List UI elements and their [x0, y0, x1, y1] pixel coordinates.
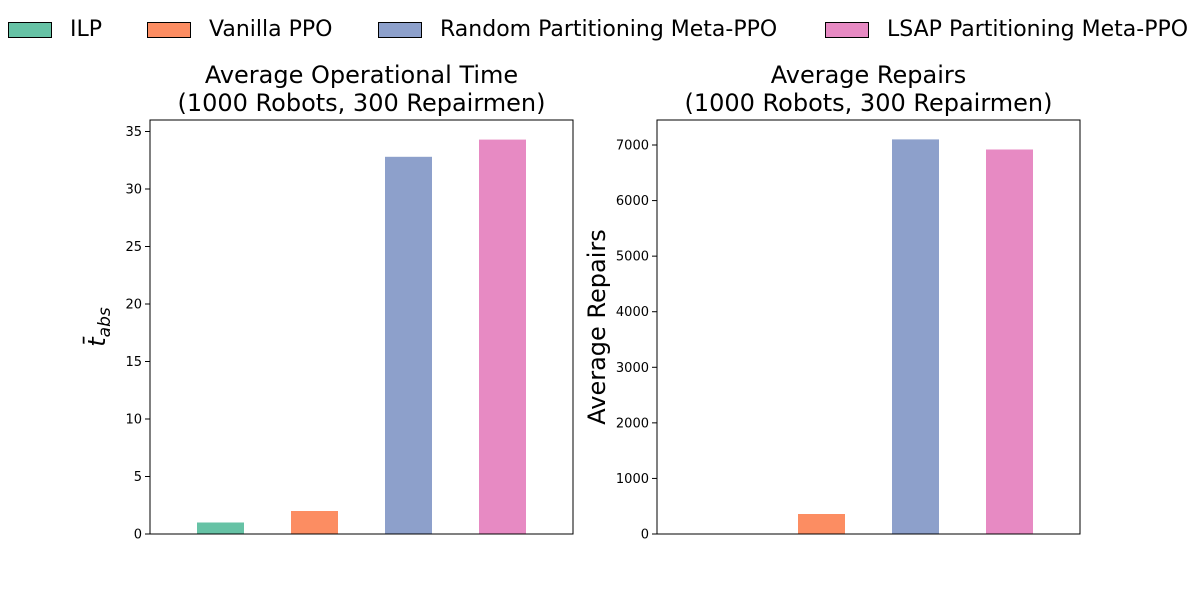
- optime-ytick-label: 0: [134, 528, 142, 543]
- repairs-ytick-label: 2000: [616, 416, 649, 431]
- legend-item-vanilla-ppo: Vanilla PPO: [147, 18, 332, 42]
- repairs-ytick-label: 6000: [616, 194, 649, 209]
- legend-item-ilp: ILP: [8, 18, 102, 42]
- repairs-ytick-label: 7000: [616, 139, 649, 154]
- legend-label-random-partitioning: Random Partitioning Meta-PPO: [440, 17, 778, 42]
- optime-ytick-label: 20: [125, 298, 142, 313]
- repairs-ytick-label: 5000: [616, 250, 649, 265]
- repairs-ytick-label: 3000: [616, 361, 649, 376]
- legend-label-ilp: ILP: [70, 17, 103, 42]
- repairs-bar-vanilla-ppo: [798, 514, 845, 534]
- chart-legend: ILP Vanilla PPO Random Partitioning Meta…: [0, 0, 1200, 60]
- optime-ytick-label: 10: [125, 413, 142, 428]
- optime-ytick-label: 5: [134, 470, 142, 485]
- optime-bar-random-partitioning-meta-ppo: [385, 156, 432, 535]
- repairs-panel: 0 1000 2000 3000 4000 5000 6000 7000 Average Rep…: [583, 61, 1081, 543]
- optime-bar-vanilla-ppo: [291, 511, 338, 534]
- legend-item-lsap-partitioning: LSAP Partitioning Meta-PPO: [825, 18, 1188, 42]
- repairs-bar-random-partitioning-meta-ppo: [892, 139, 939, 534]
- optime-ytick-label: 15: [125, 355, 142, 370]
- optime-axes-frame: [149, 119, 574, 535]
- operational-time-panel: 0 5 10 15 20 25 30 35 Average Operational Time(1…: [82, 61, 574, 543]
- repairs-ytick-label: 1000: [616, 472, 649, 487]
- optime-ylabel: t̄abs: [82, 307, 115, 347]
- repairs-bar-lsap-partitioning-meta-ppo: [986, 149, 1033, 534]
- optime-title-line-1: Average Operational Time: [205, 61, 518, 89]
- legend-swatch-vanilla-ppo: [147, 22, 191, 38]
- legend-swatch-random-partitioning: [378, 22, 422, 38]
- optime-ytick-label: 30: [125, 183, 142, 198]
- optime-bar-lsap-partitioning-meta-ppo: [479, 139, 526, 534]
- legend-swatch-ilp: [8, 22, 52, 38]
- legend-swatch-lsap-partitioning: [825, 22, 869, 38]
- repairs-axes-frame: [656, 119, 1081, 535]
- optime-ytick-label: 25: [125, 240, 142, 255]
- optime-bar-ilp: [197, 522, 244, 534]
- repairs-title-line-1: Average Repairs: [771, 61, 967, 89]
- repairs-title-line-2: (1000 Robots, 300 Repairmen): [684, 89, 1052, 117]
- repairs-ylabel: Average Repairs: [583, 229, 611, 425]
- legend-item-random-partitioning: Random Partitioning Meta-PPO: [378, 18, 777, 42]
- repairs-ytick-label: 4000: [616, 305, 649, 320]
- legend-label-vanilla-ppo: Vanilla PPO: [209, 17, 333, 42]
- optime-ytick-label: 35: [125, 125, 142, 140]
- legend-label-lsap-partitioning: LSAP Partitioning Meta-PPO: [887, 17, 1189, 42]
- repairs-ytick-label: 0: [641, 528, 649, 543]
- optime-title-line-2: (1000 Robots, 300 Repairmen): [177, 89, 545, 117]
